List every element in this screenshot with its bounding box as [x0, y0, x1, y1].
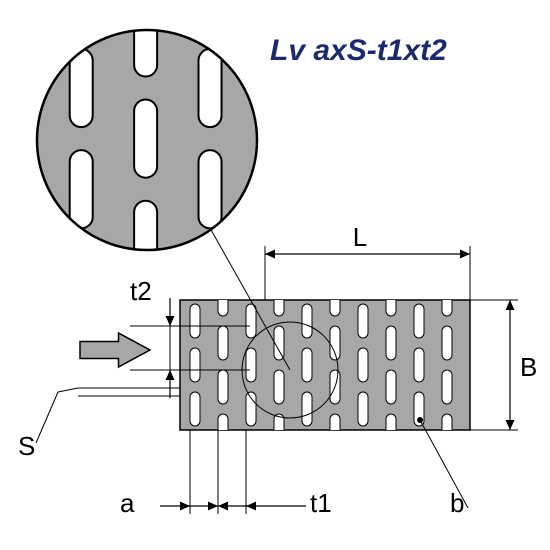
- dimension-t1: [188, 430, 306, 514]
- dimension-B: [470, 300, 518, 430]
- dimension-S: [36, 388, 180, 443]
- label-t1: t1: [310, 488, 332, 518]
- dimension-a: [160, 430, 248, 514]
- dimension-L: [265, 246, 470, 300]
- diagram-title: Lv axS-t1xt2: [270, 34, 447, 67]
- label-b: b: [450, 488, 464, 518]
- label-t2: t2: [130, 276, 152, 306]
- flow-direction-arrow: [80, 333, 150, 367]
- label-a: a: [120, 488, 135, 518]
- label-S: S: [18, 431, 35, 461]
- perforated-plate: [180, 260, 470, 492]
- label-L: L: [353, 222, 367, 252]
- label-B: B: [520, 352, 537, 382]
